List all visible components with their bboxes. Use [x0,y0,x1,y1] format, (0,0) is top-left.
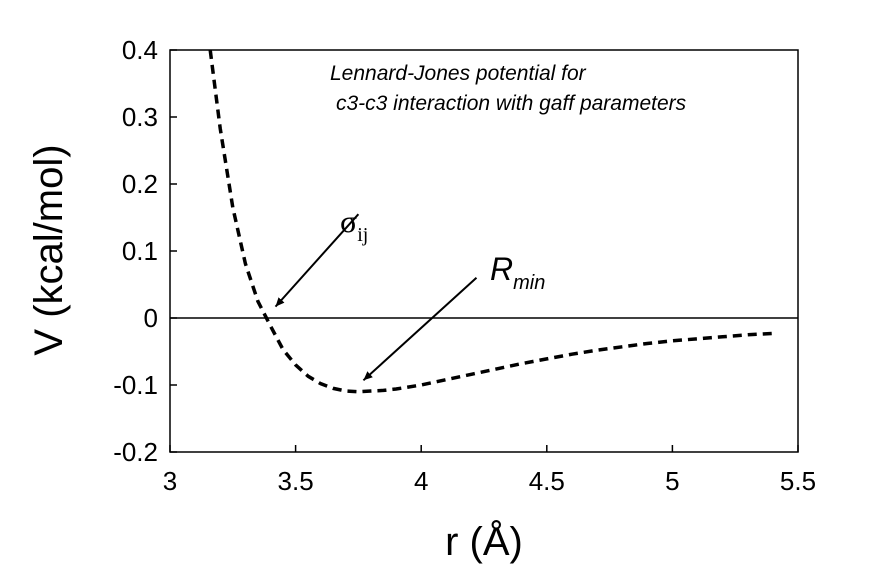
x-axis-ticks: 3 3.5 4 4.5 5 5.5 [163,445,816,496]
sigma-ij-subscript: ij [357,224,368,246]
lj-potential-curve [208,49,773,394]
r-min-subscript: min [513,272,545,294]
r-min-main: R [490,251,513,287]
x-tick-label: 4 [414,466,428,496]
y-tick-label: -0.2 [113,437,158,467]
r-min-arrow [362,277,478,382]
y-tick-label: 0.4 [122,35,158,65]
x-tick-label: 5 [665,466,679,496]
x-tick-label: 3 [163,466,177,496]
sigma-ij-arrow [274,213,360,308]
x-tick-label: 4.5 [529,466,565,496]
y-tick-label: 0.3 [122,102,158,132]
x-tick-label: 3.5 [278,466,314,496]
annotation-line-1: Lennard-Jones potential for [330,62,587,85]
x-tick-label: 5.5 [780,466,816,496]
x-axis-title: r (Å) [445,519,523,564]
y-axis-ticks: 0.4 0.3 0.2 0.1 0 -0.1 -0.2 [113,35,177,467]
r-min-label: Rmin [490,251,545,294]
sigma-ij-label: σij [340,203,368,246]
y-tick-label: 0.2 [122,169,158,199]
y-tick-label: 0.1 [122,236,158,266]
y-axis-title: V (kcal/mol) [27,144,71,355]
sigma-ij-main: σ [340,203,357,239]
annotation-line-2: c3-c3 interaction with gaff parameters [336,92,687,115]
y-tick-label: 0 [144,303,158,333]
y-tick-label: -0.1 [113,370,158,400]
